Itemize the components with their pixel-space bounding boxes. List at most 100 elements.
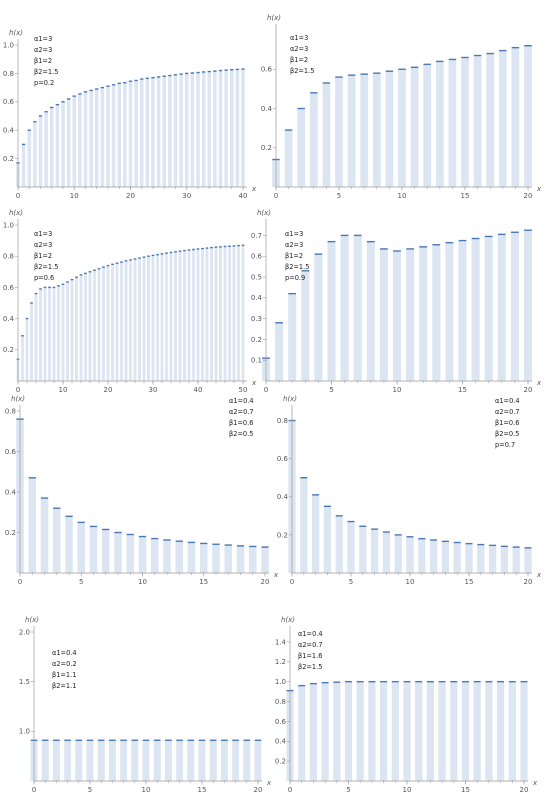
bar [52, 287, 56, 381]
bar [147, 256, 150, 381]
bar [27, 130, 31, 187]
parameter-label: α1=3 [290, 34, 308, 42]
bar [65, 516, 73, 573]
x-tick-label: 5 [349, 578, 353, 586]
bar [52, 740, 60, 781]
bar [140, 79, 144, 187]
bar [153, 740, 161, 781]
bar [275, 322, 284, 381]
bar [156, 76, 161, 187]
bar [248, 546, 257, 573]
bar [213, 71, 217, 187]
bar [187, 740, 195, 781]
bar [510, 232, 519, 381]
parameter-label: p=0.7 [495, 441, 515, 449]
bar [356, 681, 364, 781]
bar [441, 541, 450, 573]
y-tick-label: 1.5 [19, 678, 30, 686]
y-tick-label: 0.2 [277, 531, 288, 539]
x-tick-label: 20 [104, 386, 113, 394]
bar [66, 98, 71, 187]
y-tick-label: 0.6 [3, 98, 15, 106]
bar [391, 681, 399, 781]
bar [485, 681, 493, 781]
y-tick-label: 0.6 [251, 253, 263, 261]
bar [40, 498, 49, 573]
parameter-label: α2=3 [290, 45, 308, 53]
x-axis-label: x [251, 185, 257, 193]
x-tick-label: 5 [88, 786, 92, 792]
bar [84, 273, 87, 381]
bar [486, 53, 495, 187]
bar [126, 534, 135, 573]
x-tick-label: 15 [199, 578, 208, 586]
x-tick-label: 10 [406, 578, 415, 586]
y-tick-label: 2.0 [19, 628, 30, 636]
bar [368, 681, 376, 781]
y-tick-label: 0.2 [3, 346, 14, 354]
bar [300, 477, 308, 573]
x-tick-label: 0 [290, 578, 294, 586]
chart-panel-6: 0 5 10 15 20 0.2 0.4 0.6 0.8 h(x) x α1=0.4 α2=0.7 β1=… [277, 395, 542, 586]
parameter-label: α1=3 [34, 35, 52, 43]
x-axis-label: x [536, 185, 542, 193]
bar [223, 246, 227, 381]
parameter-label: α2=0.7 [229, 408, 254, 416]
bar [169, 252, 173, 381]
bar [385, 71, 394, 187]
bar [108, 740, 116, 781]
x-tick-label: 40 [239, 192, 248, 200]
bar [95, 89, 99, 187]
bar [138, 536, 147, 573]
x-tick-label: 15 [465, 578, 474, 586]
x-tick-label: 5 [346, 786, 350, 792]
bar [235, 69, 240, 187]
bar [232, 740, 240, 781]
bar [25, 318, 29, 381]
y-tick-label: 0.4 [277, 493, 289, 501]
bar [232, 245, 236, 381]
bar [83, 91, 88, 187]
bar [314, 254, 323, 381]
bar [79, 274, 83, 381]
y-tick-label: 0.8 [3, 70, 14, 78]
y-axis-label: h(x) [281, 616, 295, 624]
y-tick-label: 1.4 [275, 638, 287, 646]
x-tick-label: 5 [79, 578, 83, 586]
bar [311, 494, 320, 573]
bar [237, 245, 240, 381]
bar [185, 73, 189, 187]
bar [133, 259, 137, 381]
chart-panel-5: 0 5 10 15 20 0.2 0.4 0.6 0.8 h(x) x α1=0.4 α2=0.7 β1=… [5, 395, 279, 586]
parameter-label: p=0.9 [285, 274, 305, 282]
bar [298, 685, 306, 781]
bar [178, 251, 182, 381]
y-axis-label: h(x) [9, 29, 23, 37]
bar [176, 740, 184, 781]
bar [471, 238, 480, 381]
bar [297, 108, 306, 187]
bar [175, 541, 184, 573]
parameter-label: β2=1.1 [52, 682, 76, 690]
parameter-label: β2=1.5 [34, 68, 58, 76]
bar [21, 144, 26, 187]
y-tick-label: 0.7 [251, 232, 262, 240]
bar [21, 335, 24, 381]
parameter-label: β1=2 [34, 57, 52, 65]
bar [429, 540, 438, 573]
bar [353, 235, 362, 381]
bar [473, 681, 481, 781]
bar [301, 270, 310, 381]
y-tick-label: 0.8 [5, 407, 16, 415]
bar [498, 50, 507, 187]
bar [500, 546, 509, 573]
y-tick-label: 0.6 [3, 284, 15, 292]
bar [219, 246, 222, 381]
bar [309, 683, 318, 781]
x-tick-label: 20 [126, 192, 135, 200]
bar [370, 529, 379, 573]
bar [39, 288, 42, 381]
bar [101, 529, 110, 573]
x-tick-label: 40 [194, 386, 203, 394]
